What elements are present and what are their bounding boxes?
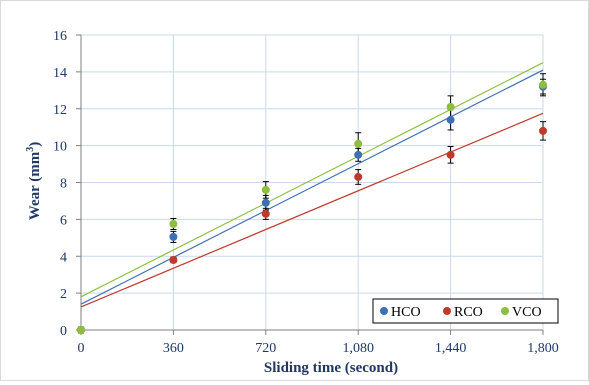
y-tick-label: 12 (53, 103, 67, 118)
rco-point (446, 150, 455, 159)
vco-point (354, 139, 363, 148)
hco-point (446, 115, 455, 124)
legend: HCO RCO VCO (372, 298, 559, 324)
x-axis-label: Sliding time (second) (264, 360, 398, 376)
vco-legend-marker (501, 307, 509, 315)
vco-trendline (80, 62, 544, 298)
y-tick-label: 10 (53, 140, 67, 155)
x-tick-label: 0 (78, 341, 85, 356)
rco-trendline (80, 112, 544, 308)
y-tick-label: 14 (53, 66, 67, 81)
tick-label-layer: 0 360 720 1,080 1,440 1,800 0 2 4 6 8 10 12 14 16 (53, 29, 559, 356)
rco-legend-marker (443, 307, 451, 315)
grid-layer (81, 34, 544, 330)
hco-trendline (80, 69, 544, 305)
rco-point (169, 255, 178, 264)
x-tick-label: 1,800 (527, 341, 559, 356)
hco-legend-label: HCO (391, 305, 421, 320)
axis-layer (76, 34, 544, 335)
y-tick-label: 0 (60, 324, 67, 339)
vco-point (169, 219, 178, 228)
rco-point (354, 172, 363, 181)
rco-point (539, 126, 547, 135)
hco-point (261, 198, 270, 207)
vco-legend-label: VCO (512, 305, 542, 320)
trendline-layer (80, 62, 544, 308)
y-axis-label-superscript: 3 (25, 147, 36, 152)
x-tick-label: 1,440 (435, 341, 467, 356)
hco-legend-marker (380, 307, 388, 315)
x-tick-label: 1,080 (342, 341, 374, 356)
rco-point (261, 209, 270, 218)
y-tick-label: 4 (60, 250, 67, 265)
y-axis-label-close: ) (27, 142, 43, 147)
rco-legend-label: RCO (454, 305, 483, 320)
hco-point (169, 232, 178, 241)
x-tick-label: 720 (255, 341, 276, 356)
vco-point (539, 80, 547, 89)
y-tick-label: 6 (60, 213, 67, 228)
vco-point (77, 326, 85, 334)
vco-point (446, 102, 455, 111)
x-tick-label: 360 (163, 341, 184, 356)
vco-point (261, 185, 270, 194)
y-axis-label: Wear (mm3) (25, 142, 43, 220)
hco-point (354, 150, 363, 159)
point-layer (77, 80, 547, 334)
error-bar-layer (78, 73, 546, 334)
legend-box (372, 298, 559, 324)
y-tick-label: 8 (60, 177, 67, 192)
y-axis-label-main: Wear (mm (27, 151, 43, 220)
y-tick-label: 2 (60, 287, 67, 302)
y-tick-label: 16 (53, 29, 67, 44)
